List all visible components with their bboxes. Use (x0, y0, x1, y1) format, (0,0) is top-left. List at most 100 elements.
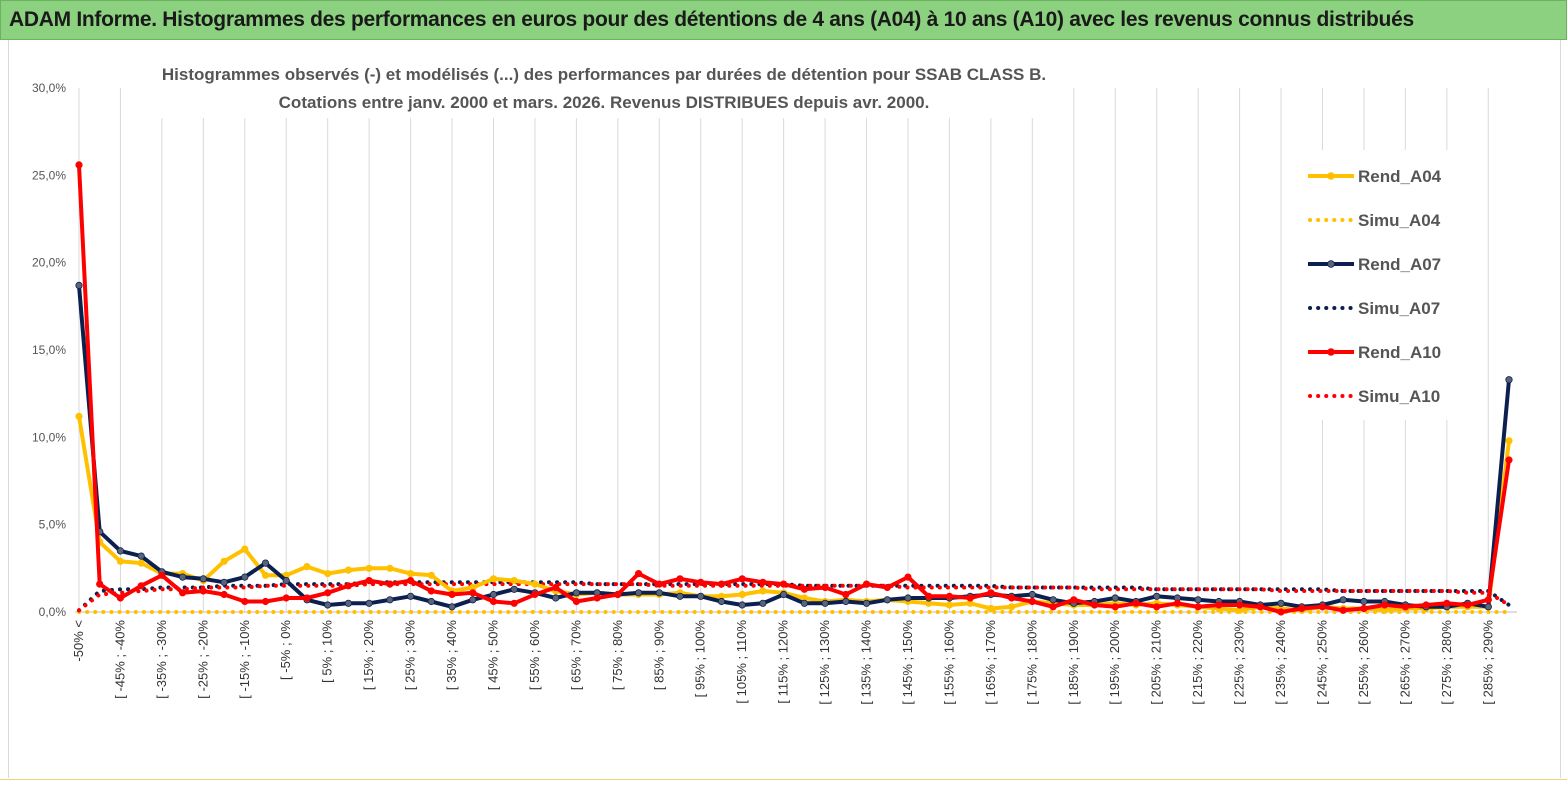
data-point-rend-a07 (1484, 603, 1492, 611)
data-point-rend-a04 (137, 559, 145, 567)
x-tick-label: [ 135% ; 140% (859, 620, 874, 705)
legend-label-simu-a10: Simu_A10 (1358, 387, 1440, 406)
data-point-rend-a10 (1318, 603, 1327, 611)
data-point-rend-a07 (676, 592, 684, 600)
data-point-rend-a10 (96, 580, 104, 588)
data-point-rend-a10 (261, 597, 270, 606)
data-point-rend-a07 (821, 599, 829, 607)
x-tick-label: [ 255% ; 260% (1356, 620, 1371, 705)
data-point-rend-a10 (282, 594, 290, 602)
data-point-rend-a10 (510, 599, 518, 607)
data-point-rend-a10 (593, 594, 601, 602)
x-tick-label: [ 285% ; 290% (1480, 620, 1495, 705)
data-point-rend-a07 (179, 573, 187, 581)
y-tick-labels: 0,0% 5,0% 10,0% 15,0% 20,0% 25,0% 30,0% (32, 81, 66, 619)
data-point-rend-a10 (1132, 599, 1140, 607)
y-tick-label: 20,0% (32, 256, 66, 270)
data-point-rend-a10 (344, 582, 352, 590)
data-point-rend-a10 (1236, 601, 1244, 609)
x-tick-label: [ 275% ; 280% (1439, 620, 1454, 705)
x-tick-label: [ 265% ; 270% (1397, 620, 1412, 705)
data-point-rend-a10 (158, 571, 166, 579)
data-point-rend-a10 (1070, 596, 1078, 604)
data-point-rend-a10 (1360, 604, 1368, 613)
data-point-rend-a10 (365, 576, 373, 585)
data-point-rend-a10 (1339, 606, 1347, 614)
data-point-rend-a07 (510, 585, 518, 593)
legend-label-simu-a07: Simu_A07 (1358, 299, 1440, 318)
data-point-rend-a10 (1484, 596, 1492, 604)
data-point-rend-a10 (966, 594, 974, 602)
data-point-rend-a07 (1049, 596, 1057, 604)
legend-label-rend-a04: Rend_A04 (1358, 167, 1442, 186)
x-tick-label: [ 185% ; 190% (1066, 620, 1081, 705)
x-tick-label: [ 155% ; 160% (941, 620, 956, 705)
data-point-rend-a07 (1194, 596, 1202, 604)
x-tick-label: [ 5% ; 10% (320, 620, 335, 683)
data-point-rend-a10 (1298, 604, 1306, 613)
data-point-rend-a10 (1401, 603, 1410, 611)
data-point-rend-a07 (655, 589, 663, 597)
data-point-rend-a07 (572, 589, 581, 597)
data-point-rend-a10 (75, 161, 83, 169)
data-point-rend-a10 (1505, 456, 1513, 464)
data-point-rend-a04 (427, 571, 435, 579)
data-point-rend-a04 (1007, 603, 1016, 611)
x-tick-label: [ 35% ; 40% (444, 620, 459, 691)
data-point-rend-a07 (862, 599, 871, 607)
data-point-rend-a07 (717, 597, 726, 606)
chart-title-background (150, 58, 1060, 118)
x-tick-label: [ 245% ; 250% (1314, 620, 1329, 705)
data-point-rend-a04 (531, 580, 539, 588)
data-point-rend-a10 (1028, 597, 1036, 606)
data-point-rend-a10 (137, 582, 145, 590)
data-point-rend-a07 (448, 603, 456, 611)
data-point-rend-a07 (386, 596, 394, 604)
data-point-rend-a07 (1277, 599, 1285, 607)
chart-title-line1: Histogrammes observés (-) et modélisés (… (162, 65, 1046, 84)
x-tick-labels: -50% < [ -45% ; -40% [ -35% ; -30% [ -25% ;… (71, 620, 1495, 705)
data-point-rend-a04 (489, 575, 498, 583)
data-point-rend-a04 (386, 564, 394, 572)
data-point-rend-a10 (1194, 603, 1202, 611)
legend: Rend_A04 Simu_A04 Rend_A07 Simu_A07 Rend_A10… (1292, 150, 1462, 420)
data-point-rend-a07 (697, 592, 705, 600)
report-banner: ADAM Informe. Histogrammes des performan… (0, 0, 1567, 40)
legend-marker-rend-a04 (1327, 172, 1335, 180)
x-tick-label: [ 55% ; 60% (527, 620, 542, 691)
x-tick-label: [ 225% ; 230% (1232, 620, 1247, 705)
x-tick-label: [ -35% ; -30% (154, 620, 169, 699)
data-point-rend-a10 (614, 590, 622, 599)
data-point-rend-a10 (116, 594, 125, 602)
data-point-rend-a07 (759, 599, 767, 607)
chart-title-box: Histogrammes observés (-) et modélisés (… (150, 58, 1060, 118)
y-tick-label: 15,0% (32, 343, 66, 357)
legend-label-rend-a10: Rend_A10 (1358, 343, 1441, 362)
x-tick-label: [ 45% ; 50% (485, 620, 500, 691)
data-point-rend-a10 (883, 583, 891, 592)
x-tick-label: [ 65% ; 70% (568, 620, 583, 691)
legend-marker-rend-a10 (1327, 348, 1335, 356)
data-point-rend-a04 (738, 590, 746, 599)
x-tick-label: [ 145% ; 150% (900, 620, 915, 705)
x-tick-label: [ 195% ; 200% (1107, 620, 1122, 705)
data-point-rend-a07 (137, 552, 145, 560)
y-tick-label: 10,0% (32, 430, 66, 444)
x-tick-label: [ 215% ; 220% (1190, 620, 1205, 705)
data-point-rend-a10 (1443, 599, 1451, 607)
data-point-rend-a04 (241, 545, 249, 553)
data-point-rend-a10 (241, 597, 249, 606)
legend-background (1292, 150, 1462, 420)
data-point-rend-a10 (655, 580, 663, 588)
data-point-rend-a07 (1360, 597, 1368, 606)
data-point-rend-a04 (261, 571, 270, 579)
x-tick-label: [ 25% ; 30% (403, 620, 418, 691)
x-tick-label: [ 95% ; 100% (693, 620, 708, 698)
x-tick-label: [ -45% ; -40% (112, 620, 127, 699)
data-point-rend-a04 (945, 601, 954, 609)
data-point-rend-a10 (1173, 599, 1182, 607)
x-tick-label: [ 175% ; 180% (1024, 620, 1039, 705)
data-point-rend-a10 (1381, 601, 1389, 609)
data-point-rend-a07 (1153, 592, 1161, 600)
